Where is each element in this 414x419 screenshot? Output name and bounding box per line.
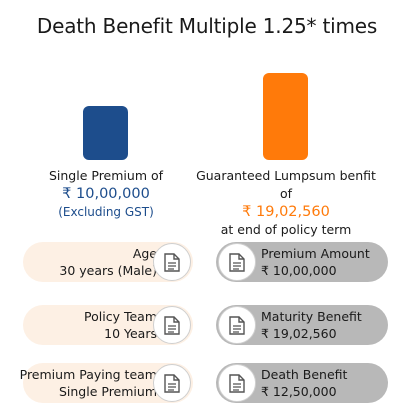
detail-text: Maturity Benefit ₹ 19,02,560 bbox=[261, 308, 362, 342]
document-icon bbox=[153, 243, 191, 281]
page-title: Death Benefit Multiple 1.25* times bbox=[36, 14, 378, 38]
premium-caption: Single Premium of ₹ 10,00,000 (Excluding… bbox=[18, 167, 194, 221]
detail-value: Single Premium bbox=[58, 384, 157, 399]
premium-label: Single Premium of bbox=[48, 168, 164, 183]
document-icon bbox=[153, 306, 191, 344]
document-icon bbox=[218, 364, 256, 402]
detail-text: Death Benefit ₹ 12,50,000 bbox=[261, 366, 347, 400]
benefit-bar bbox=[263, 73, 308, 160]
detail-label: Maturity Benefit bbox=[261, 309, 362, 324]
detail-age: Age 30 years (Male) bbox=[23, 242, 193, 282]
detail-value: 30 years (Male) bbox=[59, 263, 157, 278]
detail-death-benefit: Death Benefit ₹ 12,50,000 bbox=[216, 363, 388, 403]
premium-note: (Excluding GST) bbox=[58, 205, 154, 219]
detail-label: Age bbox=[132, 246, 157, 261]
detail-premium-amount: Premium Amount ₹ 10,00,000 bbox=[216, 242, 388, 282]
detail-value: ₹ 10,00,000 bbox=[261, 263, 337, 278]
detail-label: Death Benefit bbox=[261, 367, 348, 382]
detail-maturity-benefit: Maturity Benefit ₹ 19,02,560 bbox=[216, 305, 388, 345]
detail-premium-paying-term: Premium Paying team Single Premium bbox=[20, 363, 193, 403]
detail-value: ₹ 12,50,000 bbox=[261, 384, 337, 399]
detail-text: Premium Amount ₹ 10,00,000 bbox=[261, 245, 370, 279]
document-icon bbox=[218, 243, 256, 281]
detail-label: Premium Amount bbox=[261, 246, 370, 261]
detail-text: Premium Paying team Single Premium bbox=[20, 366, 157, 400]
detail-text: Policy Team 10 Years bbox=[84, 308, 157, 342]
detail-label: Policy Team bbox=[84, 309, 157, 324]
benefit-label: Guaranteed Lumpsum benfit of bbox=[196, 168, 376, 201]
benefit-amount: ₹ 19,02,560 bbox=[242, 204, 330, 220]
premium-bar bbox=[83, 106, 128, 160]
detail-value: ₹ 19,02,560 bbox=[261, 326, 337, 341]
detail-policy-term: Policy Team 10 Years bbox=[23, 305, 193, 345]
premium-amount: ₹ 10,00,000 bbox=[62, 186, 150, 202]
detail-value: 10 Years bbox=[104, 326, 157, 341]
detail-label: Premium Paying team bbox=[19, 367, 157, 382]
document-icon bbox=[153, 364, 191, 402]
detail-text: Age 30 years (Male) bbox=[59, 245, 157, 279]
benefit-caption: Guaranteed Lumpsum benfit of ₹ 19,02,560… bbox=[196, 167, 376, 239]
benefit-note: at end of policy term bbox=[220, 222, 352, 237]
document-icon bbox=[218, 306, 256, 344]
